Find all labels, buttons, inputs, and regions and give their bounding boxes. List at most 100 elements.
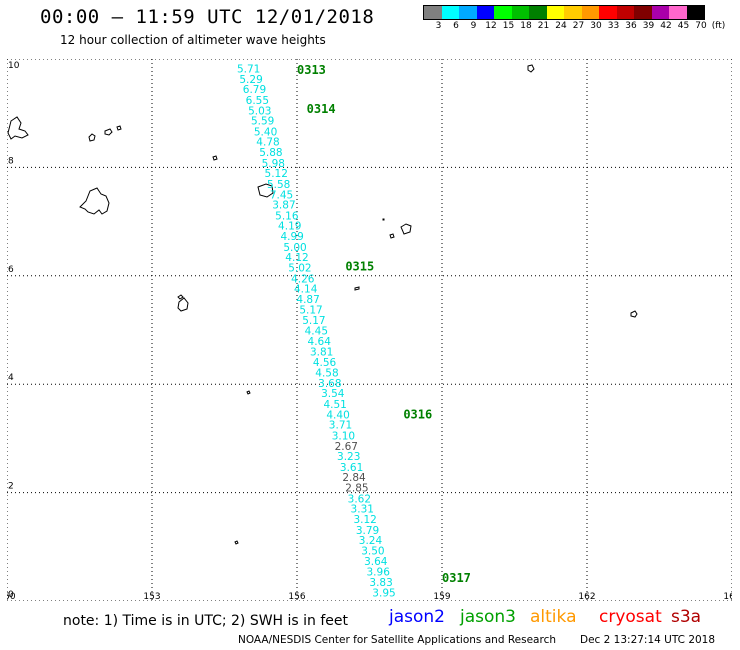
wave-height-value: 5.88 [259, 147, 282, 159]
lon-tick-label: 162 [578, 592, 595, 601]
wave-height-value: 3.54 [321, 388, 345, 400]
wave-height-value: 5.17 [299, 305, 322, 317]
island-outline [177, 294, 184, 300]
satellite-legend-cryosat: cryosat [599, 607, 662, 627]
color-swatch [581, 6, 599, 19]
wave-height-value: 3.96 [367, 567, 391, 579]
color-scale-swatches [423, 5, 705, 20]
color-swatch [511, 6, 529, 19]
wave-height-value: 5.59 [251, 116, 274, 128]
color-scale-label: 45 [677, 21, 690, 31]
lon-tick-label: 159 [433, 592, 450, 601]
wave-height-value: 4.40 [326, 409, 349, 421]
lat-tick-label: 4 [8, 373, 14, 383]
color-scale-label: 42 [660, 21, 672, 31]
color-swatch [424, 6, 442, 19]
color-swatch [529, 6, 547, 19]
satellite-legend-s3a: s3a [671, 607, 702, 627]
color-scale-label: 18 [520, 21, 532, 31]
altimeter-track: 5.715.296.796.555.035.595.404.785.885.98… [237, 64, 396, 600]
color-scale-label: 39 [642, 21, 655, 31]
axis-tick-labels: 150 153 156 159 162 165 0 2 4 6 8 10 [7, 61, 732, 601]
lat-tick-label: 6 [8, 265, 14, 275]
wave-height-value: 3.50 [361, 545, 384, 557]
color-scale-label: 24 [555, 21, 567, 31]
color-swatch [599, 6, 617, 19]
lon-tick-label: 153 [143, 592, 160, 601]
wave-height-value: 4.64 [308, 336, 332, 348]
footer-timestamp: Dec 2 13:27:14 UTC 2018 [580, 634, 716, 646]
wave-height-value: 4.99 [280, 231, 303, 243]
color-scale-label: 70 [695, 21, 707, 31]
footer-credit: NOAA/NESDIS Center for Satellite Applica… [238, 634, 556, 646]
pass-time-label: 0313 [297, 63, 326, 77]
color-scale-label: 6 [453, 21, 459, 31]
wave-height-value: 5.02 [288, 262, 311, 274]
lat-tick-label: 2 [8, 482, 14, 492]
color-swatch [686, 6, 704, 19]
color-swatch [669, 6, 687, 19]
color-swatch [651, 6, 669, 19]
pass-time-label: 0315 [345, 259, 374, 273]
wave-height-value: 4.19 [278, 221, 301, 233]
pass-time-label: 0316 [403, 407, 432, 421]
wave-height-value: 5.00 [283, 242, 306, 254]
wave-height-value: 3.87 [272, 200, 295, 212]
wave-height-value: 4.12 [285, 252, 308, 264]
color-scale-label: 36 [625, 21, 637, 31]
wave-height-value: 3.62 [348, 493, 371, 505]
wave-height-value: 6.55 [246, 95, 269, 107]
wave-height-value: 3.24 [359, 535, 383, 547]
wave-height-value: 4.45 [305, 325, 328, 337]
color-scale-label: 30 [590, 21, 602, 31]
time-labels: 0313 0314 0315 0316 0317 [297, 63, 471, 585]
color-scale-label: 3 [435, 21, 442, 31]
satellite-legend-jason3: jason3 [460, 607, 516, 627]
wave-height-value: 6.79 [243, 84, 266, 96]
color-swatch [459, 6, 477, 19]
wave-height-value: 5.98 [262, 158, 285, 170]
color-scale-label: 33 [607, 21, 620, 31]
color-swatch [441, 6, 459, 19]
wave-height-value: 3.81 [310, 346, 333, 358]
color-scale-labels: 3 6 9 12 15 18 21 24 27 30 33 36 39 42 45 70 (ft) [423, 20, 726, 34]
color-scale-label: (ft) [711, 21, 726, 31]
color-scale-label: 21 [537, 21, 550, 31]
wave-height-value: 4.26 [291, 273, 315, 285]
island-outline [79, 187, 110, 215]
page-title: 00:00 – 11:59 UTC 12/01/2018 [40, 6, 375, 28]
color-scale: 3 6 9 12 15 18 21 24 27 30 33 36 39 42 45 70 (ft) [423, 5, 726, 34]
island-outline [116, 125, 122, 131]
wave-height-value: 4.51 [323, 399, 346, 411]
wave-height-value: 4.14 [294, 284, 318, 296]
pass-time-label: 0317 [442, 571, 471, 585]
wave-height-value: 5.40 [254, 126, 277, 138]
wave-height-value: 3.79 [356, 525, 379, 537]
wave-height-value: 5.16 [275, 210, 299, 222]
island-outline [177, 297, 189, 312]
wave-height-value: 4.87 [296, 294, 319, 306]
wave-height-value: 3.31 [351, 504, 374, 516]
wave-height-value: 5.03 [248, 105, 271, 117]
island-outlines [7, 64, 638, 545]
wave-height-value: 3.95 [372, 588, 395, 600]
wave-height-value: 7.45 [270, 189, 293, 201]
wave-height-value: 5.71 [237, 64, 260, 76]
note-text: note: 1) Time is in UTC; 2) SWH is in fe… [63, 613, 349, 629]
wave-height-value: 3.68 [318, 378, 341, 390]
island-outline [104, 128, 113, 136]
satellite-legend-altika: altika [530, 607, 577, 627]
color-swatch [634, 6, 652, 19]
pass-time-label: 0314 [307, 102, 336, 116]
page-subtitle: 12 hour collection of altimeter wave hei… [60, 33, 326, 47]
color-swatch [616, 6, 634, 19]
map-grid [7, 59, 732, 601]
satellite-legend-jason2: jason2 [389, 607, 445, 627]
wave-height-value: 2.84 [342, 472, 366, 484]
island-outline [389, 233, 395, 239]
wave-height-value: 5.58 [267, 179, 290, 191]
wave-height-map: 150 153 156 159 162 165 0 2 4 6 8 10 5.715.296.796.… [7, 59, 732, 601]
wave-height-value: 5.29 [239, 74, 262, 86]
wave-height-value: 3.12 [353, 514, 376, 526]
island-outline [630, 310, 638, 318]
